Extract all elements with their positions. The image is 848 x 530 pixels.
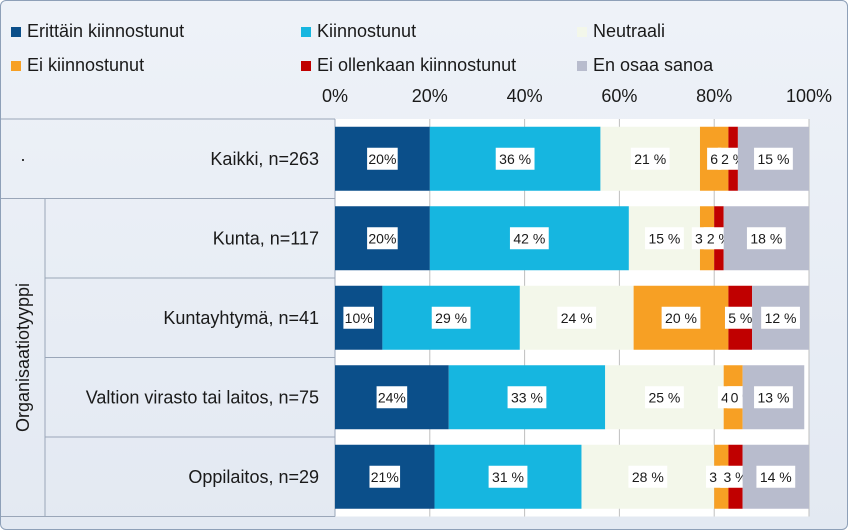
group-axis-label: Organisaatiotyyppi bbox=[13, 283, 33, 432]
legend-label-3: Ei kiinnostunut bbox=[27, 55, 145, 75]
data-label-box bbox=[369, 465, 401, 488]
legend-swatch-0 bbox=[11, 26, 21, 37]
data-label: 24% bbox=[378, 389, 406, 405]
category-label: Kunta, n=117 bbox=[213, 228, 319, 248]
legend-label-2: Neutraali bbox=[593, 21, 666, 41]
data-label: 6 bbox=[710, 151, 718, 167]
data-label: 21% bbox=[371, 469, 399, 485]
data-label: 10% bbox=[345, 310, 373, 326]
data-label-box bbox=[507, 386, 547, 409]
legend-swatch-1 bbox=[301, 26, 311, 37]
legend-label-4: Ei ollenkaan kiinnostunut bbox=[317, 55, 517, 75]
data-label-box bbox=[367, 227, 398, 250]
legend-swatch-5 bbox=[577, 60, 587, 71]
data-label: 12 % bbox=[765, 310, 797, 326]
data-label: 29 % bbox=[435, 310, 467, 326]
category-label: Kuntayhtymä, n=41 bbox=[163, 308, 319, 328]
data-label: 20% bbox=[368, 230, 396, 246]
data-label-box bbox=[754, 147, 793, 170]
legend-item-0: Erittäin kiinnostunut bbox=[11, 21, 184, 42]
legend-label-1: Kiinnostunut bbox=[317, 21, 417, 41]
legend-item-2: Neutraali bbox=[577, 21, 665, 42]
data-label-box bbox=[661, 306, 701, 329]
data-label-box bbox=[756, 465, 796, 488]
data-label-box bbox=[557, 306, 597, 329]
x-tick-label: 60% bbox=[601, 86, 637, 106]
x-tick-label: 100% bbox=[786, 86, 832, 106]
legend-item-3: Ei kiinnostunut bbox=[11, 55, 144, 76]
category-label: Oppilaitos, n=29 bbox=[188, 467, 319, 487]
data-label: 31 % bbox=[492, 469, 524, 485]
data-label-box bbox=[645, 227, 684, 250]
data-label-box bbox=[509, 227, 549, 250]
data-label: 15 % bbox=[757, 151, 789, 167]
data-label: 21 % bbox=[634, 151, 666, 167]
data-label-box bbox=[645, 386, 684, 409]
data-label: 24 % bbox=[561, 310, 593, 326]
data-label-box bbox=[761, 306, 800, 329]
x-tick-label: 0% bbox=[322, 86, 348, 106]
x-tick-label: 80% bbox=[696, 86, 732, 106]
legend-item-4: Ei ollenkaan kiinnostunut bbox=[301, 55, 516, 76]
data-label-box bbox=[431, 306, 471, 329]
data-label-box bbox=[754, 386, 793, 409]
data-label: 5 % bbox=[728, 310, 752, 326]
data-label: 20% bbox=[368, 151, 396, 167]
data-label-box bbox=[488, 465, 528, 488]
data-label: 13 % bbox=[757, 389, 789, 405]
legend-swatch-3 bbox=[11, 60, 21, 71]
data-label-box bbox=[746, 227, 786, 250]
legend-label-5: En osaa sanoa bbox=[593, 55, 714, 75]
data-label: 36 % bbox=[499, 151, 531, 167]
legend-item-1: Kiinnostunut bbox=[301, 21, 416, 42]
data-label: 14 % bbox=[760, 469, 792, 485]
category-label: Valtion virasto tai laitos, n=75 bbox=[86, 387, 319, 407]
data-label-box bbox=[367, 147, 398, 170]
data-label: 15 % bbox=[648, 230, 680, 246]
data-label: 20 % bbox=[665, 310, 697, 326]
category-label: Kaikki, n=263 bbox=[210, 149, 319, 169]
x-tick-label: 20% bbox=[412, 86, 448, 106]
data-label-box bbox=[495, 147, 535, 170]
data-label: 25 % bbox=[648, 389, 680, 405]
data-label-box bbox=[707, 147, 722, 170]
x-tick-label: 40% bbox=[507, 86, 543, 106]
legend-item-5: En osaa sanoa bbox=[577, 55, 713, 76]
data-label: 33 % bbox=[511, 389, 543, 405]
data-label-box bbox=[630, 147, 670, 170]
top-group-label: · bbox=[20, 149, 26, 169]
data-label: 42 % bbox=[513, 230, 545, 246]
legend-label-0: Erittäin kiinnostunut bbox=[27, 21, 185, 41]
data-label: 3 % bbox=[723, 469, 747, 485]
data-label-box bbox=[376, 386, 408, 409]
data-label-box bbox=[343, 306, 374, 329]
legend-swatch-2 bbox=[577, 26, 587, 37]
data-label-box bbox=[628, 465, 668, 488]
legend-swatch-4 bbox=[301, 60, 311, 71]
data-label-box bbox=[724, 306, 756, 329]
data-label: 28 % bbox=[632, 469, 664, 485]
data-label: 18 % bbox=[750, 230, 782, 246]
